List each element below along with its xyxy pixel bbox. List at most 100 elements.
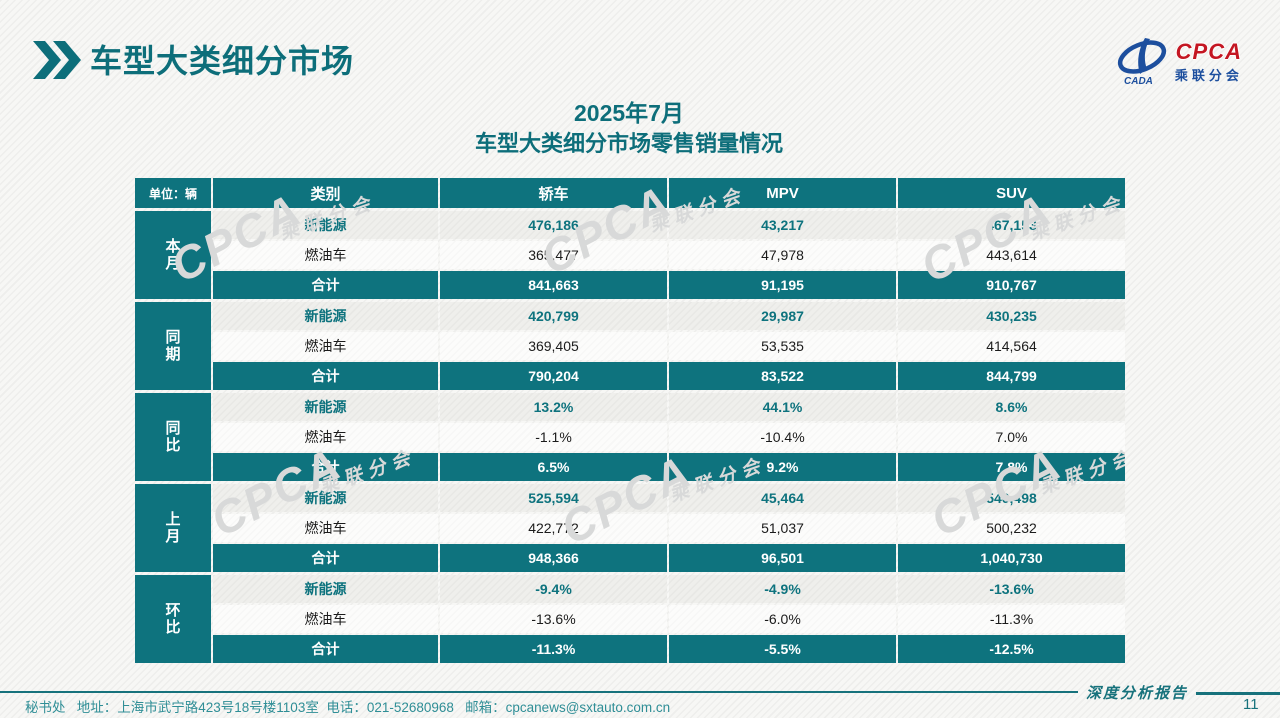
cpca-logo-mark-icon: CADA bbox=[1117, 38, 1166, 86]
table-row-ice: 燃油车 -1.1% -10.4% 7.0% bbox=[213, 423, 1125, 451]
group-rows: 新能源 420,799 29,987 430,235 燃油车 369,405 53,535 4… bbox=[213, 302, 1125, 390]
cell-sedan: 790,204 bbox=[440, 362, 667, 390]
table-row-ice: 燃油车 369,405 53,535 414,564 bbox=[213, 332, 1125, 360]
cell-mpv: 45,464 bbox=[669, 484, 896, 512]
column-header-sedan: 轿车 bbox=[440, 178, 667, 208]
cell-sedan: -1.1% bbox=[440, 423, 667, 451]
table-wrap: 单位：辆 类别 轿车 MPV SUV 本月新能源 476,186 43,217 467,153 燃… bbox=[135, 178, 1125, 663]
row-label: 合计 bbox=[213, 635, 438, 663]
cell-sedan: -13.6% bbox=[440, 605, 667, 633]
cpca-logo-text: CPCA bbox=[1165, 39, 1249, 63]
row-label: 新能源 bbox=[213, 575, 438, 603]
cell-suv: 467,153 bbox=[898, 211, 1125, 239]
table-row-ice: 燃油车 422,772 51,037 500,232 bbox=[213, 514, 1125, 542]
cell-suv: 414,564 bbox=[898, 332, 1125, 360]
row-label: 新能源 bbox=[213, 393, 438, 421]
table-title: 2025年7月 车型大类细分市场零售销量情况 bbox=[135, 98, 1123, 159]
footer-divider-right bbox=[1196, 692, 1280, 695]
cell-sedan: -11.3% bbox=[440, 635, 667, 663]
row-label: 新能源 bbox=[213, 211, 438, 239]
row-group-label: 环比 bbox=[135, 575, 211, 663]
cell-sedan: 365,477 bbox=[440, 241, 667, 269]
row-group-label: 上月 bbox=[135, 484, 211, 572]
row-label: 燃油车 bbox=[213, 241, 438, 269]
table-group-0: 本月新能源 476,186 43,217 467,153 燃油车 365,477 47,97… bbox=[135, 211, 1125, 299]
cell-sedan: 525,594 bbox=[440, 484, 667, 512]
cell-sedan: 420,799 bbox=[440, 302, 667, 330]
cell-suv: -11.3% bbox=[898, 605, 1125, 633]
cell-sedan: 13.2% bbox=[440, 393, 667, 421]
sales-table: 单位：辆 类别 轿车 MPV SUV 本月新能源 476,186 43,217 467,153 燃… bbox=[135, 178, 1125, 663]
table-group-1: 同期新能源 420,799 29,987 430,235 燃油车 369,405 53,53… bbox=[135, 302, 1125, 390]
group-rows: 新能源 476,186 43,217 467,153 燃油车 365,477 47,978 4… bbox=[213, 211, 1125, 299]
column-header-mpv: MPV bbox=[669, 178, 896, 208]
cell-sedan: 476,186 bbox=[440, 211, 667, 239]
row-label: 合计 bbox=[213, 544, 438, 572]
row-label: 燃油车 bbox=[213, 332, 438, 360]
cell-mpv: 44.1% bbox=[669, 393, 896, 421]
table-title-line2: 车型大类细分市场零售销量情况 bbox=[474, 131, 783, 157]
cell-mpv: 91,195 bbox=[669, 271, 896, 299]
svg-text:CADA: CADA bbox=[1124, 76, 1153, 86]
table-row-nev: 新能源 -9.4% -4.9% -13.6% bbox=[213, 575, 1125, 603]
table-header-row: 单位：辆 类别 轿车 MPV SUV bbox=[135, 178, 1125, 208]
table-row-total: 合计 -11.3% -5.5% -12.5% bbox=[213, 635, 1125, 663]
table-row-total: 合计 6.5% 9.2% 7.8% bbox=[213, 453, 1125, 481]
cell-sedan: 948,366 bbox=[440, 544, 667, 572]
row-label: 燃油车 bbox=[213, 514, 438, 542]
footer-contact: 秘书处 地址：上海市武宁路423号18号楼1103室 电话：021-526809… bbox=[25, 700, 671, 715]
row-group-label: 本月 bbox=[135, 211, 211, 299]
footer-divider-left bbox=[0, 691, 1078, 693]
cell-mpv: 51,037 bbox=[669, 514, 896, 542]
cell-mpv: 9.2% bbox=[669, 453, 896, 481]
row-label: 新能源 bbox=[213, 484, 438, 512]
page-title: 车型大类细分市场 bbox=[90, 43, 355, 79]
table-row-nev: 新能源 13.2% 44.1% 8.6% bbox=[213, 393, 1125, 421]
cell-suv: 540,498 bbox=[898, 484, 1125, 512]
row-label: 合计 bbox=[213, 453, 438, 481]
column-header-suv: SUV bbox=[898, 178, 1125, 208]
cell-suv: 8.6% bbox=[898, 393, 1125, 421]
table-row-ice: 燃油车 -13.6% -6.0% -11.3% bbox=[213, 605, 1125, 633]
table-row-total: 合计 841,663 91,195 910,767 bbox=[213, 271, 1125, 299]
cell-suv: 7.0% bbox=[898, 423, 1125, 451]
cell-sedan: 422,772 bbox=[440, 514, 667, 542]
cell-suv: 844,799 bbox=[898, 362, 1125, 390]
report-type-label: 深度分析报告 bbox=[1086, 686, 1189, 702]
cell-suv: -12.5% bbox=[898, 635, 1125, 663]
cpca-logo-cn-text: 乘联分会 bbox=[1174, 67, 1243, 83]
double-chevron-icon bbox=[33, 41, 81, 79]
table-row-ice: 燃油车 365,477 47,978 443,614 bbox=[213, 241, 1125, 269]
cell-suv: 443,614 bbox=[898, 241, 1125, 269]
row-label: 合计 bbox=[213, 271, 438, 299]
table-group-3: 上月新能源 525,594 45,464 540,498 燃油车 422,772 51,03… bbox=[135, 484, 1125, 572]
page-number: 11 bbox=[1243, 696, 1259, 713]
group-rows: 新能源 13.2% 44.1% 8.6% 燃油车 -1.1% -10.4% 7.0% 合计 6.5… bbox=[213, 393, 1125, 481]
cell-suv: 910,767 bbox=[898, 271, 1125, 299]
cell-mpv: 96,501 bbox=[669, 544, 896, 572]
cpca-logo: CADA CPCA 乘联分会 bbox=[1114, 36, 1249, 86]
cell-suv: -13.6% bbox=[898, 575, 1125, 603]
group-rows: 新能源 -9.4% -4.9% -13.6% 燃油车 -13.6% -6.0% -11.3% 合… bbox=[213, 575, 1125, 663]
cell-mpv: -4.9% bbox=[669, 575, 896, 603]
row-label: 新能源 bbox=[213, 302, 438, 330]
cell-sedan: 6.5% bbox=[440, 453, 667, 481]
cell-mpv: -6.0% bbox=[669, 605, 896, 633]
cell-sedan: 369,405 bbox=[440, 332, 667, 360]
row-group-label: 同比 bbox=[135, 393, 211, 481]
row-label: 燃油车 bbox=[213, 605, 438, 633]
cell-suv: 500,232 bbox=[898, 514, 1125, 542]
cell-mpv: 43,217 bbox=[669, 211, 896, 239]
cell-suv: 7.8% bbox=[898, 453, 1125, 481]
table-group-4: 环比新能源 -9.4% -4.9% -13.6% 燃油车 -13.6% -6.0% -11.3… bbox=[135, 575, 1125, 663]
row-group-label: 同期 bbox=[135, 302, 211, 390]
table-row-total: 合计 948,366 96,501 1,040,730 bbox=[213, 544, 1125, 572]
column-header-category: 类别 bbox=[213, 178, 438, 208]
table-row-nev: 新能源 420,799 29,987 430,235 bbox=[213, 302, 1125, 330]
table-row-nev: 新能源 476,186 43,217 467,153 bbox=[213, 211, 1125, 239]
cell-mpv: 53,535 bbox=[669, 332, 896, 360]
group-rows: 新能源 525,594 45,464 540,498 燃油车 422,772 51,037 5… bbox=[213, 484, 1125, 572]
cell-mpv: 47,978 bbox=[669, 241, 896, 269]
table-row-total: 合计 790,204 83,522 844,799 bbox=[213, 362, 1125, 390]
